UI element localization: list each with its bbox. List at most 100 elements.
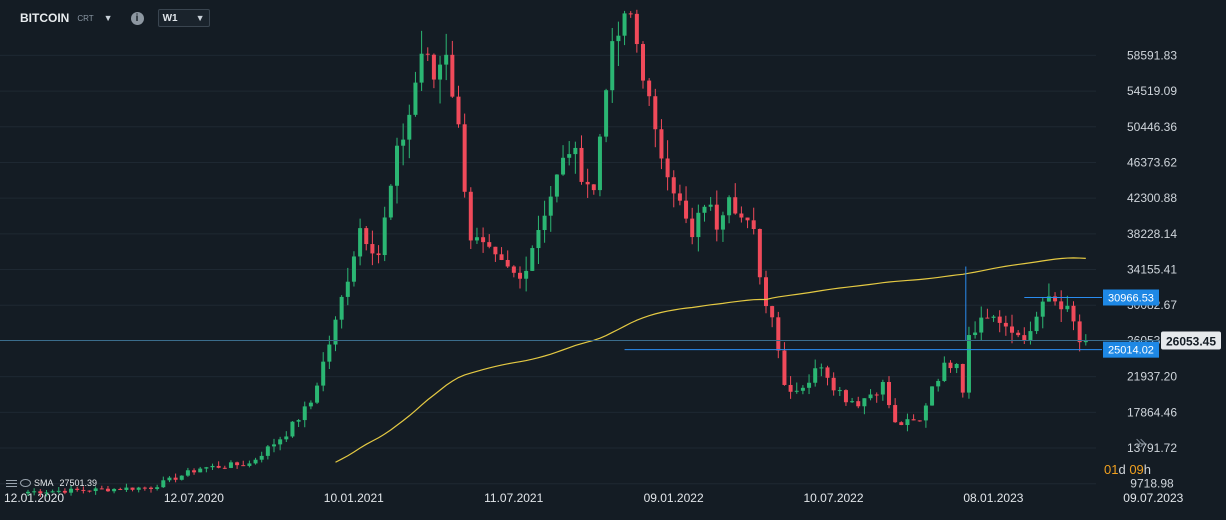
hline-price-tag <box>1103 289 1159 306</box>
info-icon[interactable]: i <box>130 11 144 25</box>
bull-candle <box>616 35 621 42</box>
bull-candle <box>308 402 313 407</box>
bull-candle <box>198 468 203 473</box>
bull-candle <box>44 492 49 494</box>
bear-candle <box>843 390 848 403</box>
bear-candle <box>493 246 498 255</box>
chart-toolbar: BITCOIN CRT ▼ i W1 ▼ <box>8 6 210 30</box>
bull-candle <box>973 332 978 336</box>
y-tick-label: 42300.88 <box>1127 191 1177 205</box>
bull-candle <box>161 480 166 488</box>
symbol-dropdown-icon[interactable]: ▼ <box>103 13 113 23</box>
bear-candle <box>671 177 676 194</box>
bull-candle <box>50 491 55 493</box>
bull-candle <box>794 390 799 392</box>
bull-candle <box>1028 331 1033 341</box>
menu-icon[interactable] <box>6 479 17 488</box>
countdown-hours: 09 <box>1129 462 1144 477</box>
bear-candle <box>425 53 430 55</box>
bull-candle <box>388 185 393 218</box>
bear-candle <box>591 184 596 191</box>
bull-candle <box>979 317 984 333</box>
timeframe-value: W1 <box>162 12 178 24</box>
bull-candle <box>179 475 184 480</box>
bull-candle <box>604 90 609 137</box>
bull-candle <box>315 385 320 403</box>
bull-candle <box>407 114 412 140</box>
bear-candle <box>173 477 178 480</box>
bear-candle <box>518 272 522 279</box>
bear-candle <box>874 394 879 396</box>
bull-candle <box>542 215 547 231</box>
bear-candle <box>714 204 719 230</box>
y-tick-label: 21937.20 <box>1127 370 1177 384</box>
bear-candle <box>739 213 744 218</box>
candle-countdown: 01d 09h <box>1104 462 1151 477</box>
bear-candle <box>130 487 135 490</box>
y-tick-label: 46373.62 <box>1127 155 1177 169</box>
bear-candle <box>222 467 227 469</box>
bear-candle <box>579 147 584 182</box>
timeframe-select[interactable]: W1 ▼ <box>157 9 210 27</box>
scroll-to-latest-icon[interactable] <box>1134 438 1144 448</box>
x-tick-label: 10.07.2022 <box>803 491 863 505</box>
bear-candle <box>647 80 652 97</box>
bull-candle <box>204 467 209 469</box>
last-price-label: 26053.45 <box>1166 335 1216 349</box>
bear-candle <box>641 44 645 81</box>
bear-candle <box>659 129 664 159</box>
bear-candle <box>370 244 375 254</box>
bull-candle <box>923 405 928 421</box>
bull-candle <box>807 382 812 388</box>
bear-candle <box>1077 321 1082 343</box>
x-tick-label: 09.07.2023 <box>1123 491 1183 505</box>
bull-candle <box>727 197 732 216</box>
bull-candle <box>333 319 338 345</box>
y-tick-label: 54519.09 <box>1127 84 1177 98</box>
bear-candle <box>776 317 781 351</box>
bull-candle <box>136 487 141 490</box>
bull-candle <box>56 490 61 492</box>
bull-candle <box>124 487 129 490</box>
bear-candle <box>733 197 738 214</box>
x-tick-label: 12.07.2020 <box>164 491 224 505</box>
bull-candle <box>966 335 971 393</box>
bear-candle <box>788 384 793 392</box>
bear-candle <box>235 462 240 466</box>
hline-price-label: 25014.02 <box>1108 345 1154 357</box>
bear-candle <box>887 382 891 406</box>
bear-candle <box>684 200 689 219</box>
bear-candle <box>1010 326 1014 333</box>
symbol-name[interactable]: BITCOIN <box>20 11 70 25</box>
bull-candle <box>1034 316 1039 332</box>
bull-candle <box>837 390 842 392</box>
bull-candle <box>93 488 98 492</box>
sma-label: SMA <box>34 478 54 488</box>
bull-candle <box>954 363 959 369</box>
eye-icon[interactable] <box>20 479 31 487</box>
bull-candle <box>278 439 283 445</box>
bear-candle <box>487 242 492 247</box>
bear-candle <box>634 13 639 45</box>
bull-candle <box>259 455 264 460</box>
bear-candle <box>917 420 922 422</box>
bear-candle <box>431 54 436 80</box>
bull-candle <box>708 204 713 207</box>
bear-candle <box>856 401 861 407</box>
x-tick-label: 12.01.2020 <box>4 491 64 505</box>
bull-candle <box>438 64 443 80</box>
bear-candle <box>751 220 756 229</box>
bull-candle <box>247 463 252 466</box>
bear-candle <box>782 350 787 385</box>
bull-candle <box>345 281 350 297</box>
bull-candle <box>419 53 424 83</box>
bear-candle <box>899 422 904 426</box>
bull-candle <box>296 420 301 422</box>
bear-candle <box>997 316 1002 323</box>
bear-candle <box>770 306 775 318</box>
bull-candle <box>327 344 332 362</box>
sma-legend: SMA 27501.39 <box>6 478 97 488</box>
bull-candle <box>321 361 326 386</box>
